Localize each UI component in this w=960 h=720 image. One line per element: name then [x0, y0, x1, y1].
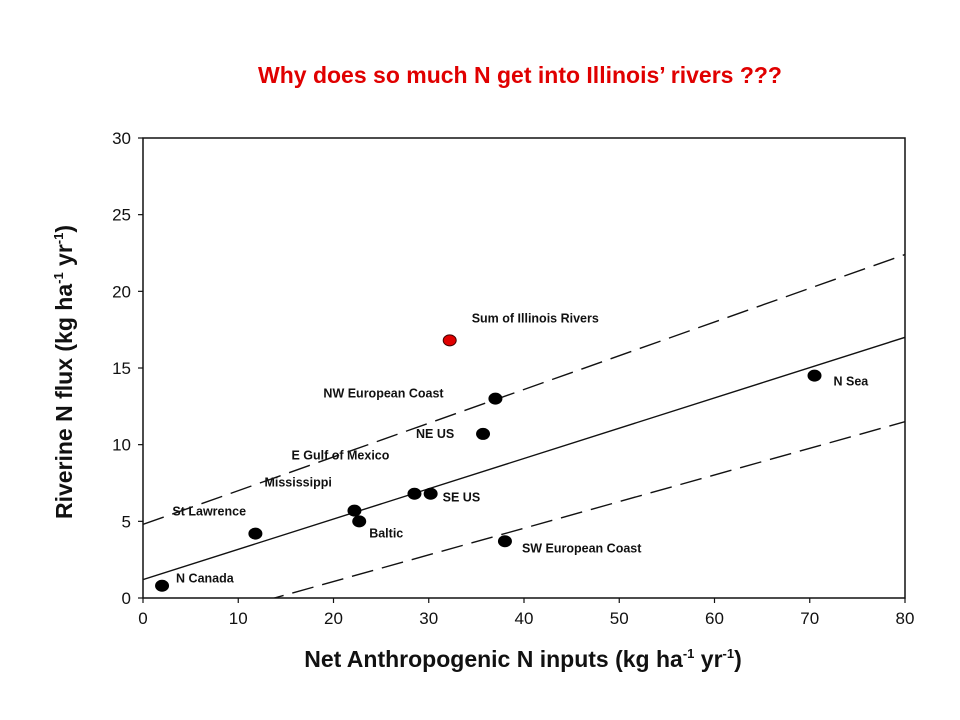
x-tick-label: 0 [138, 609, 147, 628]
point-label: SW European Coast [522, 541, 642, 555]
point-label: Baltic [369, 526, 403, 540]
regression-line [143, 336, 905, 581]
x-tick-label: 40 [515, 609, 534, 628]
point-label: NW European Coast [323, 387, 444, 401]
x-tick-label: 60 [705, 609, 724, 628]
y-tick-label: 15 [112, 359, 131, 378]
axis-label-part: yr [694, 646, 722, 672]
axis-label-text: Net Anthropogenic N inputs (kg ha-1 yr-1… [304, 646, 742, 672]
y-tick-label: 5 [122, 512, 131, 531]
data-point [347, 504, 362, 517]
axis-label-part: ) [51, 225, 77, 233]
data-point [352, 515, 367, 528]
x-tick-label: 20 [324, 609, 343, 628]
axis-label-text: Riverine N flux (kg ha-1 yr-1) [51, 225, 77, 519]
data-point [476, 427, 491, 440]
axis-label-superscript: -1 [51, 233, 66, 245]
point-label: St Lawrence [172, 505, 246, 519]
axis-label-part: yr [51, 244, 77, 272]
x-tick-label: 70 [800, 609, 819, 628]
data-point [807, 369, 822, 382]
x-tick-label: 10 [229, 609, 248, 628]
x-tick-label: 30 [419, 609, 438, 628]
point-label: N Sea [834, 375, 870, 389]
point-label: N Canada [176, 572, 235, 586]
data-point [155, 579, 170, 592]
data-point [248, 527, 263, 540]
x-tick-label: 50 [610, 609, 629, 628]
point-label: SE US [443, 491, 481, 505]
data-point [442, 334, 457, 347]
x-axis-label: Net Anthropogenic N inputs (kg ha-1 yr-1… [304, 646, 742, 672]
point-label: Sum of Illinois Rivers [472, 311, 599, 325]
axis-label-part: Net Anthropogenic N inputs (kg ha [304, 646, 683, 672]
axis-label-superscript: -1 [683, 646, 695, 661]
x-tick-label: 80 [896, 609, 915, 628]
data-point [423, 487, 438, 500]
data-point [407, 487, 422, 500]
point-label: E Gulf of Mexico [291, 449, 389, 463]
y-tick-label: 10 [112, 436, 131, 455]
slide-title: Why does so much N get into Illinois’ ri… [258, 62, 782, 88]
y-tick-label: 0 [122, 589, 131, 608]
confidence-band-line [271, 420, 905, 598]
y-tick-label: 30 [112, 129, 131, 148]
axis-label-superscript: -1 [723, 646, 735, 661]
y-tick-label: 25 [112, 206, 131, 225]
confidence-band-line [143, 253, 905, 526]
axis-label-superscript: -1 [51, 272, 66, 284]
point-label: Mississippi [264, 476, 331, 490]
axis-label-part: ) [734, 646, 742, 672]
data-point [497, 535, 512, 548]
axis-label-part: Riverine N flux (kg ha [51, 284, 77, 519]
data-point [488, 392, 503, 405]
y-tick-label: 20 [112, 282, 131, 301]
y-axis-label: Riverine N flux (kg ha-1 yr-1) [51, 225, 77, 519]
point-label: NE US [416, 427, 454, 441]
